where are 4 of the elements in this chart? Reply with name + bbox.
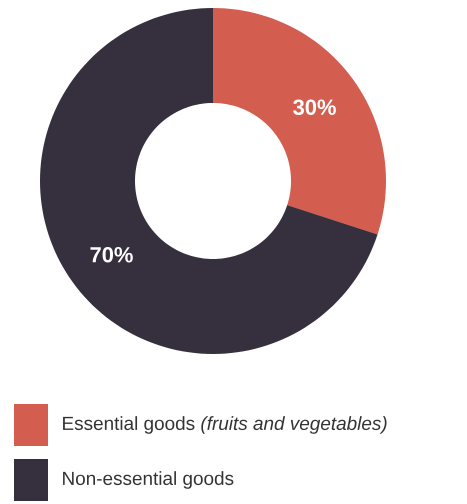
data-label: 70% [90,246,133,263]
legend-label: Essential goods (fruits and vegetables) [63,416,387,434]
legend-label: Non-essential goods [63,471,234,489]
data-label: 30% [293,99,336,116]
